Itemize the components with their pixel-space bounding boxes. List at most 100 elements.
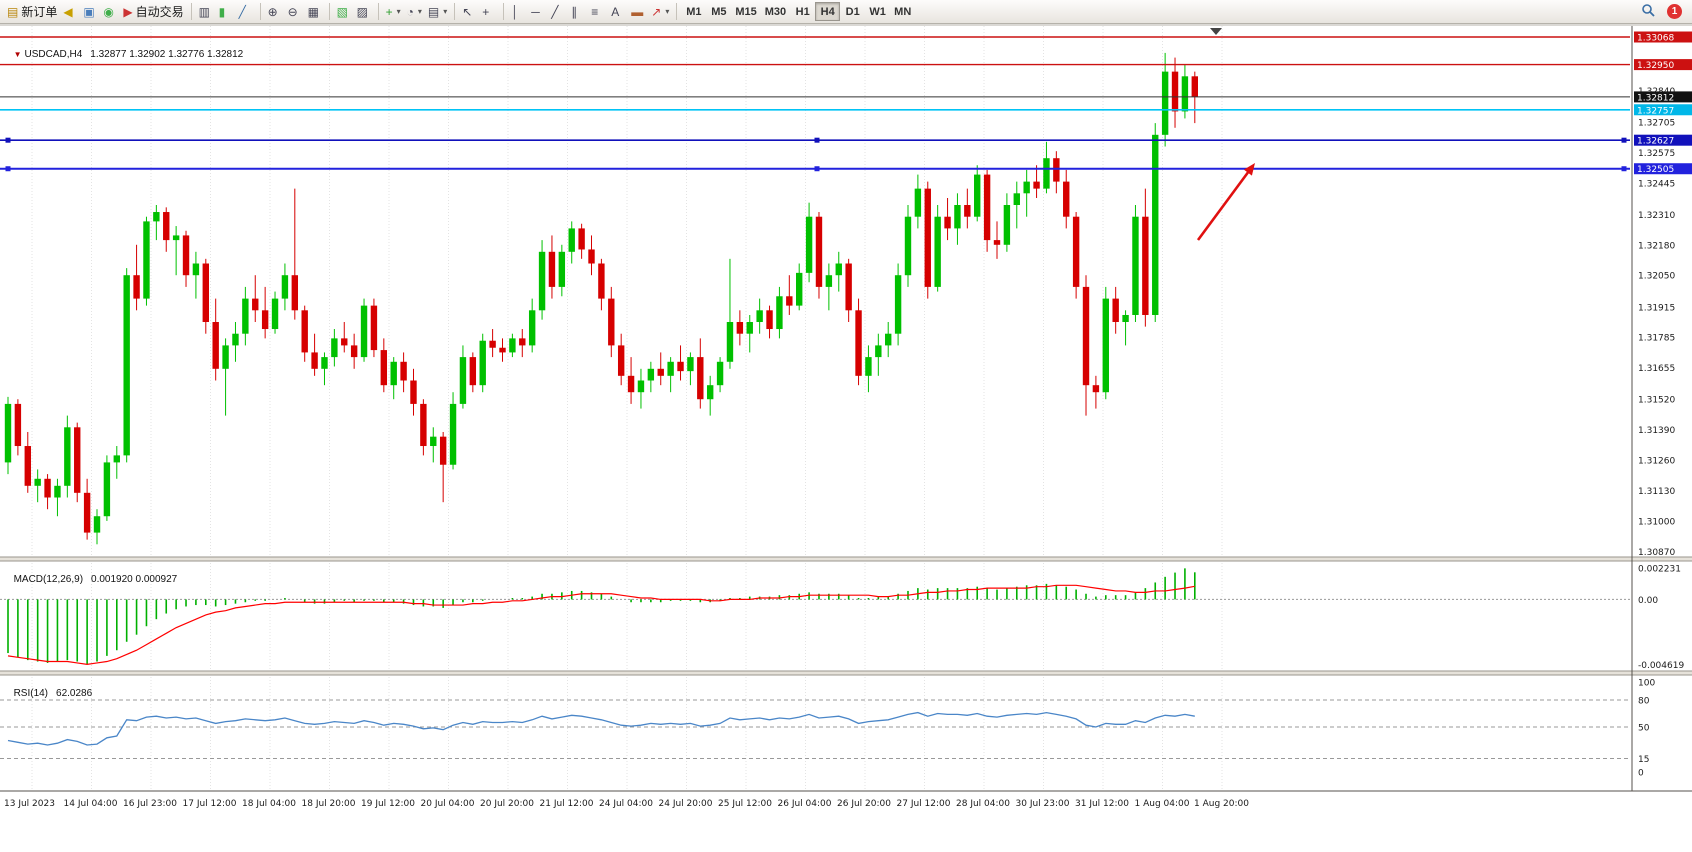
line-handle[interactable] <box>5 137 11 143</box>
price-tag <box>1634 59 1692 71</box>
bullish-candle <box>746 322 753 334</box>
cursor-button[interactable]: ↖ <box>459 2 479 22</box>
bearish-candle <box>766 310 773 330</box>
timeframe-H4-button[interactable]: H4 <box>815 2 841 21</box>
time-axis[interactable] <box>0 792 1632 816</box>
bearish-candle <box>311 352 318 369</box>
time-axis-label: 21 Jul 12:00 <box>540 799 594 809</box>
cursor-icon: ↖ <box>462 4 473 19</box>
dropdown-caret-icon[interactable]: ▾ <box>665 7 670 16</box>
new-order-icon: ▤ <box>7 4 19 19</box>
rsi-axis-label: 15 <box>1638 755 1649 765</box>
arrow-tools-button[interactable]: ↗ ▾ <box>648 2 672 22</box>
vertical-line-button[interactable]: │ <box>508 2 528 22</box>
bullish-candle <box>1023 181 1030 194</box>
chart-profiles-button[interactable]: ▨ <box>354 2 374 22</box>
new-order-button[interactable]: ▤ 新订单 <box>4 2 60 22</box>
price-axis-label: 1.31260 <box>1638 457 1675 467</box>
chart-shift-marker[interactable] <box>1210 28 1222 35</box>
time-axis-label: 18 Jul 04:00 <box>242 799 296 809</box>
zoom-in-button[interactable]: ⊕ <box>265 2 285 22</box>
crosshair-button[interactable]: + <box>479 2 499 22</box>
time-axis-label: 31 Jul 12:00 <box>1075 799 1129 809</box>
equidistant-channel-button[interactable]: ∥ <box>568 2 588 22</box>
line-handle[interactable] <box>5 166 11 172</box>
toolbar-separator <box>328 3 330 20</box>
alert-speaker-button[interactable]: ◀ <box>60 2 80 22</box>
bullish-candle <box>568 228 575 252</box>
bullish-candle <box>479 340 486 386</box>
price-axis-label: 1.32445 <box>1638 179 1675 189</box>
bearish-candle <box>617 345 625 376</box>
line-chart-button[interactable]: ╱ <box>236 2 256 22</box>
line-handle[interactable] <box>814 137 820 143</box>
dropdown-caret-icon[interactable]: ▾ <box>417 7 422 16</box>
bullish-candle <box>687 357 694 372</box>
toolbar-separator <box>676 3 678 20</box>
trendline-button[interactable]: ╱ <box>548 2 568 22</box>
bullish-candle <box>153 212 160 222</box>
bearish-candle <box>212 322 219 369</box>
panel-splitter[interactable] <box>0 557 1692 561</box>
periods-clock-button[interactable]: ◔ ▾ <box>404 2 425 22</box>
timeframe-M15-button[interactable]: M15 <box>731 2 760 21</box>
bullish-candle <box>281 275 289 299</box>
bullish-candle <box>360 305 368 358</box>
zoom-out-button[interactable]: ⊖ <box>285 2 305 22</box>
bearish-candle <box>24 446 31 486</box>
arrow-annotation[interactable] <box>1196 170 1251 241</box>
line-handle[interactable] <box>1621 137 1627 143</box>
new-chart-button[interactable]: ▧ <box>334 2 354 22</box>
mailbox-button[interactable]: ▣ <box>80 2 100 22</box>
price-axis-label: 1.31915 <box>1638 303 1675 313</box>
chart-plot-area[interactable] <box>0 26 1630 556</box>
vertical-line-icon: │ <box>511 4 519 19</box>
fibonacci-button[interactable]: ≡ <box>588 2 608 22</box>
timeframe-W1-button[interactable]: W1 <box>865 2 890 21</box>
line-handle[interactable] <box>1621 166 1627 172</box>
text-label-button[interactable]: ▬ <box>628 2 648 22</box>
bullish-candle <box>222 345 229 369</box>
timeframe-H1-button[interactable]: H1 <box>790 2 815 21</box>
equidistant-channel-icon: ∥ <box>571 4 578 19</box>
tile-windows-button[interactable]: ▦ <box>305 2 325 22</box>
arrow-annotation-head[interactable] <box>1243 163 1255 176</box>
bullish-candle <box>1132 216 1139 315</box>
timeframe-D1-button[interactable]: D1 <box>840 2 865 21</box>
bar-chart-button[interactable]: ▥ <box>196 2 216 22</box>
macd-axis-label: 0.002231 <box>1638 564 1681 574</box>
line-handle[interactable] <box>814 166 820 172</box>
bullish-candle <box>54 485 61 498</box>
toolbar-separator <box>259 3 261 20</box>
bullish-candle <box>726 322 734 362</box>
timeframe-M1-button[interactable]: M1 <box>681 2 706 21</box>
bullish-candle <box>192 263 200 276</box>
timeframe-M5-button[interactable]: M5 <box>706 2 731 21</box>
text-button[interactable]: A <box>608 2 628 22</box>
dropdown-caret-icon[interactable]: ▾ <box>443 7 448 16</box>
dropdown-caret-icon[interactable]: ▾ <box>396 7 401 16</box>
bearish-candle <box>499 347 506 353</box>
bullish-candle <box>914 188 922 217</box>
add-indicator-button[interactable]: + ▾ <box>383 2 404 22</box>
fibonacci-icon: ≡ <box>591 4 599 19</box>
bearish-candle <box>182 235 190 276</box>
candlestick-chart-button[interactable]: ▮ <box>216 2 236 22</box>
panel-splitter[interactable] <box>0 671 1692 675</box>
line-chart-icon: ╱ <box>238 4 246 19</box>
time-axis-label: 26 Jul 20:00 <box>837 799 891 809</box>
community-button[interactable]: ◉ <box>100 2 120 22</box>
auto-trading-button[interactable]: ▶ 自动交易 <box>120 2 186 22</box>
timeframe-MN-button[interactable]: MN <box>890 2 915 21</box>
rsi-axis-label: 0 <box>1638 769 1644 779</box>
bullish-candle <box>716 361 724 386</box>
search-button[interactable] <box>1635 2 1661 21</box>
chart-template-button[interactable]: ▤ ▾ <box>425 2 450 22</box>
horizontal-line-button[interactable]: ─ <box>528 2 548 22</box>
notification-badge[interactable]: 1 <box>1667 4 1682 19</box>
rsi-value: 62.0286 <box>56 688 93 699</box>
price-axis[interactable] <box>1632 26 1692 791</box>
notification-count: 1 <box>1671 6 1678 17</box>
timeframe-M30-button[interactable]: M30 <box>761 2 790 21</box>
